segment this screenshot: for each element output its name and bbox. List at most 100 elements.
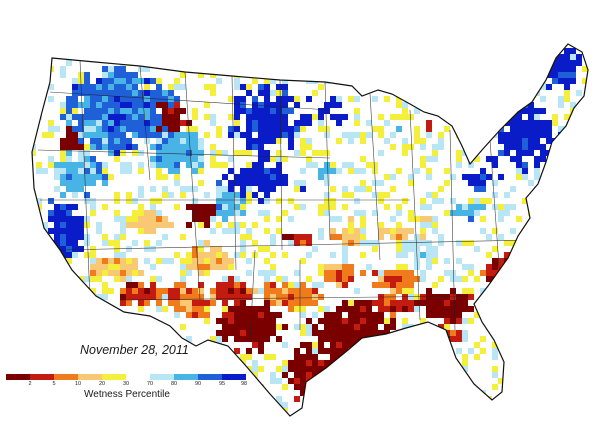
wetness-cell xyxy=(414,78,420,84)
wetness-cell xyxy=(6,126,12,132)
wetness-cell xyxy=(48,30,54,36)
wetness-cell xyxy=(546,276,552,282)
wetness-cell xyxy=(522,84,528,90)
wetness-cell xyxy=(84,234,90,240)
wetness-cell xyxy=(252,168,258,174)
wetness-cell xyxy=(498,210,504,216)
wetness-cell xyxy=(402,156,408,162)
wetness-cell xyxy=(276,12,282,18)
wetness-cell xyxy=(32,228,36,234)
wetness-cell xyxy=(18,84,24,90)
wetness-cell xyxy=(78,0,84,6)
wetness-cell xyxy=(180,126,186,132)
wetness-cell xyxy=(138,210,144,216)
wetness-cell xyxy=(522,66,528,72)
wetness-cell xyxy=(156,216,162,222)
wetness-cell xyxy=(426,102,432,108)
wetness-cell xyxy=(330,0,336,6)
wetness-cell xyxy=(456,24,462,30)
wetness-cell xyxy=(498,12,504,18)
wetness-cell xyxy=(192,276,198,282)
wetness-cell xyxy=(366,186,372,192)
wetness-cell xyxy=(126,270,132,276)
wetness-cell xyxy=(270,228,276,234)
wetness-cell xyxy=(312,198,318,204)
wetness-cell xyxy=(78,132,84,138)
wetness-cell xyxy=(480,126,486,132)
wetness-cell xyxy=(552,240,558,246)
wetness-cell xyxy=(90,66,96,72)
wetness-cell xyxy=(72,234,78,240)
wetness-cell xyxy=(396,66,402,72)
wetness-cell xyxy=(120,132,126,138)
wetness-cell xyxy=(384,54,390,60)
wetness-cell xyxy=(462,0,468,6)
wetness-cell xyxy=(198,120,204,126)
wetness-cell xyxy=(582,216,588,222)
wetness-cell xyxy=(528,168,534,174)
wetness-cell xyxy=(522,294,528,300)
wetness-cell xyxy=(258,144,264,150)
wetness-cell xyxy=(330,108,336,114)
wetness-cell xyxy=(12,78,18,84)
wetness-cell xyxy=(582,44,588,48)
wetness-cell xyxy=(32,78,36,84)
wetness-cell xyxy=(6,174,12,180)
wetness-cell xyxy=(150,228,156,234)
wetness-cell xyxy=(78,66,84,72)
wetness-cell xyxy=(204,246,210,252)
wetness-cell xyxy=(12,36,18,42)
wetness-cell xyxy=(444,114,450,120)
wetness-cell xyxy=(390,6,396,12)
wetness-cell xyxy=(48,264,54,270)
wetness-cell xyxy=(576,96,582,102)
wetness-cell xyxy=(210,78,216,84)
wetness-cell xyxy=(534,18,540,24)
wetness-cell xyxy=(180,270,186,276)
wetness-cell xyxy=(444,288,450,294)
wetness-cell xyxy=(234,174,240,180)
wetness-cell xyxy=(438,276,444,282)
wetness-cell xyxy=(114,0,120,6)
wetness-cell xyxy=(210,48,216,54)
wetness-cell xyxy=(264,78,270,84)
wetness-cell xyxy=(378,210,384,216)
wetness-cell xyxy=(336,54,342,60)
wetness-cell xyxy=(540,30,546,36)
wetness-cell xyxy=(30,0,36,6)
wetness-cell xyxy=(312,6,318,12)
wetness-cell xyxy=(24,246,30,252)
wetness-cell xyxy=(342,108,348,114)
wetness-cell xyxy=(72,168,78,174)
wetness-cell xyxy=(342,294,348,300)
wetness-cell xyxy=(48,102,54,108)
wetness-cell xyxy=(552,210,558,216)
wetness-cell xyxy=(444,174,450,180)
wetness-cell xyxy=(498,276,504,282)
wetness-cell xyxy=(348,84,354,90)
wetness-cell xyxy=(546,282,552,288)
wetness-cell xyxy=(456,204,462,210)
wetness-cell xyxy=(210,12,216,18)
wetness-cell xyxy=(318,30,324,36)
wetness-cell xyxy=(282,6,288,12)
wetness-cell xyxy=(132,90,138,96)
wetness-cell xyxy=(300,60,306,66)
wetness-cell xyxy=(114,210,120,216)
wetness-cell xyxy=(342,0,348,6)
wetness-cell xyxy=(54,186,60,192)
wetness-cell xyxy=(222,240,228,246)
wetness-cell xyxy=(36,144,42,150)
wetness-cell xyxy=(306,120,312,126)
wetness-cell xyxy=(588,42,594,48)
wetness-cell xyxy=(462,252,468,258)
wetness-cell xyxy=(300,102,306,108)
wetness-cell xyxy=(384,102,390,108)
wetness-cell xyxy=(0,18,6,24)
wetness-cell xyxy=(504,174,510,180)
wetness-cell xyxy=(570,54,576,60)
wetness-cell xyxy=(516,150,522,156)
wetness-cell xyxy=(342,258,348,264)
wetness-cell xyxy=(102,228,108,234)
wetness-cell xyxy=(252,174,258,180)
